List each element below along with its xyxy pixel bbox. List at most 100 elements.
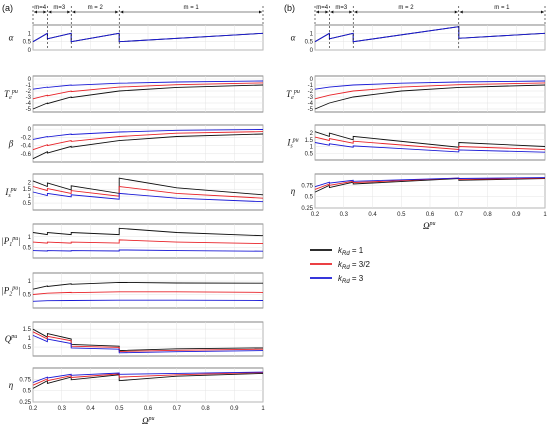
region-a-3: m = 1 — [118, 5, 262, 48]
y-tick-label: -4 — [308, 101, 314, 107]
y-tick-label: 0.5 — [23, 293, 32, 299]
arrowhead-right — [115, 10, 119, 14]
region-label: m=3 — [335, 5, 348, 11]
series-line-0 — [314, 131, 546, 148]
arrowhead-left — [330, 10, 334, 14]
y-tick-label: -2 — [308, 89, 314, 95]
subplot-b-3: 0.25 0.5 0.75 η 0.2 0.3 0.4 0.5 0.6 0.7 0.8 0.9 1 — [291, 173, 547, 218]
y-tick-label: 1.5 — [305, 138, 314, 144]
subplot-a-3: 0.511.52 Ispu — [4, 173, 264, 211]
region-annotations: m=4 m=3 m = 2 m = 1 m=4 m=3 m = 2 m = 1 — [32, 5, 546, 48]
y-tick-label: 2 — [28, 180, 32, 186]
x-tick-label: 0.2 — [311, 212, 320, 218]
subplot-b-1: -5-4-3-2-10 Tepu — [286, 75, 546, 113]
series-line-2 — [32, 129, 264, 140]
subplot-a-0: 0 0.5 1 α — [9, 24, 264, 54]
series-line-0 — [32, 177, 264, 196]
series-line-1 — [314, 177, 546, 190]
y-tick-label: 0 — [310, 48, 314, 54]
y-axis-label: Tepu — [286, 89, 300, 101]
x-tick-label: 1 — [261, 406, 265, 412]
series-line-1 — [32, 185, 264, 199]
series-line-1 — [314, 82, 546, 100]
y-tick-label: 0.5 — [305, 151, 314, 157]
arrowhead-left — [48, 10, 52, 14]
arrowhead-left — [72, 10, 76, 14]
series-line-1 — [32, 239, 264, 245]
region-label: m = 1 — [494, 5, 510, 11]
x-tick-label: 0.9 — [230, 406, 239, 412]
y-tick-label: 0.5 — [23, 40, 32, 46]
subplot-a-1: -5-4-3-2-10 Tepu — [4, 75, 264, 113]
panel-label-b: (b) — [284, 3, 295, 13]
y-tick-label: -2 — [26, 89, 32, 95]
legend-entry-2: kRd = 3 — [310, 274, 364, 285]
y-tick-label: 1 — [28, 279, 32, 285]
y-tick-label: -4 — [26, 101, 32, 107]
legend: kRd = 1 kRd = 3/2 kRd = 3 — [310, 246, 370, 285]
subplot-b-2: 0.511.52 Ispu — [286, 124, 546, 161]
y-axis-label: α — [9, 33, 14, 43]
y-axis-label: Qpu — [5, 334, 18, 344]
y-tick-label: -1 — [26, 83, 32, 89]
region-b-3: m = 1 — [458, 5, 544, 48]
subplot-a-2: -0.6 -0.4 -0.2 0 β — [8, 124, 264, 163]
series-line-0 — [32, 372, 264, 389]
y-tick-label: -3 — [26, 95, 32, 101]
y-axis-label: |P1pu| — [1, 236, 20, 248]
y-tick-label: 1.5 — [23, 327, 32, 333]
y-tick-label: 1 — [28, 31, 32, 37]
arrowhead-left — [34, 10, 37, 14]
y-tick-label: 0.5 — [23, 201, 32, 207]
x-tick-label: 0.3 — [340, 212, 349, 218]
y-tick-label: 0.75 — [19, 377, 31, 383]
x-tick-label: 0.7 — [173, 406, 182, 412]
y-tick-label: 0 — [28, 48, 32, 54]
arrowhead-right — [454, 10, 458, 14]
arrowhead-right — [541, 10, 544, 14]
region-a-2: m = 2 — [70, 5, 119, 48]
region-a-0: m=4 — [34, 5, 47, 14]
y-tick-label: -0.2 — [21, 135, 32, 141]
y-tick-label: 1 — [28, 194, 32, 200]
legend-entry-1: kRd = 3/2 — [310, 260, 370, 271]
region-b-2: m = 2 — [352, 5, 458, 48]
legend-entry-0: kRd = 1 — [310, 246, 364, 257]
y-tick-label: -5 — [308, 107, 314, 113]
y-axis-label: |P2pu| — [1, 286, 20, 298]
region-a-1: m=3 — [47, 5, 71, 48]
arrowhead-right — [67, 10, 71, 14]
x-tick-label: 0.4 — [86, 406, 95, 412]
y-tick-label: 0.25 — [301, 206, 313, 212]
region-b-1: m=3 — [329, 5, 353, 48]
y-axis-label: Ispu — [286, 138, 298, 150]
arrowhead-right — [349, 10, 353, 14]
arrowhead-left — [120, 10, 124, 14]
y-tick-label: -3 — [308, 95, 314, 101]
y-axis-label: β — [8, 139, 14, 149]
series-line-0 — [32, 281, 264, 290]
axes-layer: 00.51α-5-4-3-2-10Tepu-0.6-0.4-0.20β0.511… — [1, 24, 547, 412]
y-tick-label: 2 — [310, 131, 314, 137]
arrowhead-right — [43, 10, 47, 14]
y-axis-label: η — [9, 380, 14, 390]
x-tick-label: 0.9 — [512, 212, 521, 218]
series-line-1 — [314, 136, 546, 150]
series-line-2 — [32, 80, 264, 90]
y-axis-label: Ispu — [4, 187, 16, 199]
region-label: m = 2 — [398, 5, 414, 11]
subplot-a-5: 0.5 1 |P2pu| — [1, 272, 264, 309]
x-tick-label: 1 — [543, 212, 547, 218]
series-line-2 — [32, 191, 264, 203]
x-axis-label-a: Ωpu — [142, 416, 155, 426]
series-line-1 — [32, 291, 264, 295]
y-tick-label: 1 — [28, 336, 32, 342]
region-label: m=3 — [53, 5, 66, 11]
x-tick-label: 0.3 — [58, 406, 67, 412]
x-tick-label: 0.2 — [29, 406, 38, 412]
subplot-a-7: 0.25 0.5 0.75 η 0.2 0.3 0.4 0.5 0.6 0.7 0.8 0.9 1 — [9, 367, 265, 412]
series-line-0 — [32, 227, 264, 237]
x-tick-label: 0.6 — [144, 406, 153, 412]
x-tick-label: 0.5 — [397, 212, 406, 218]
region-label: m=4 — [34, 5, 47, 11]
